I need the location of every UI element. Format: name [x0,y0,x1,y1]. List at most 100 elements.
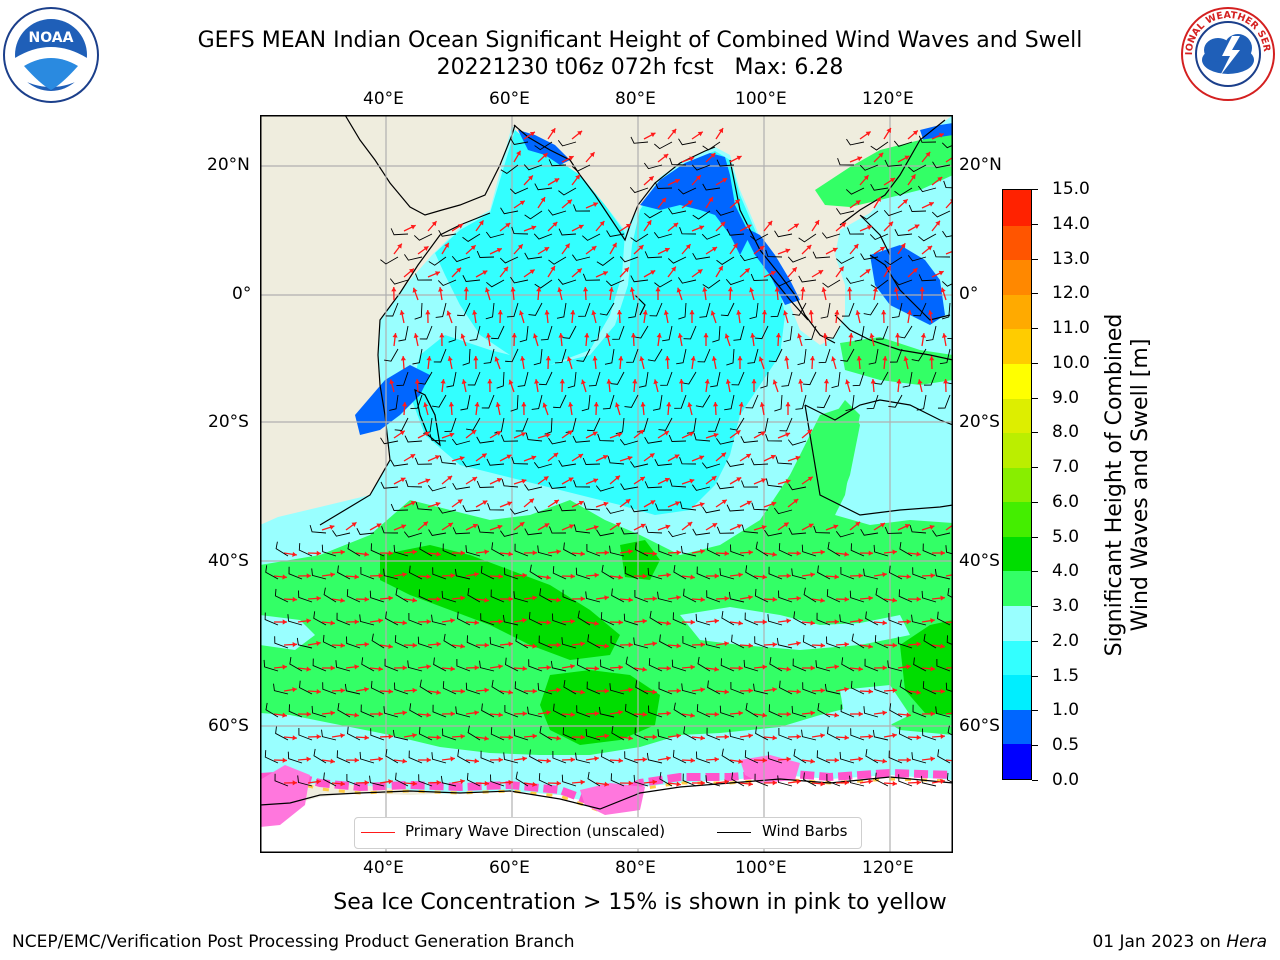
wave-direction-arrowhead [652,779,657,785]
colorbar-segment [1003,536,1031,572]
wave-direction-arrowhead [630,333,637,338]
wave-direction-arrowhead [772,596,777,603]
wave-direction-arrowhead [892,597,897,603]
wind-barb [515,417,529,432]
wind-barb [513,591,529,603]
wave-direction-arrowhead [646,220,652,226]
wind-barb [852,371,865,387]
wind-barb [404,254,423,261]
wave-direction-arrowhead [316,640,321,647]
colorbar-tick-mark [1032,571,1038,573]
wave-direction-arrowhead [568,155,574,161]
wave-direction-arrowhead [425,310,431,315]
wind-barb [920,775,937,787]
wind-barb [361,657,375,672]
wave-direction-arrowhead [516,150,521,156]
wind-barb [503,752,519,764]
wave-direction-arrowhead [666,665,671,671]
wave-direction-arrowhead [316,734,321,740]
wind-barb [677,187,697,195]
wind-barb [899,542,913,557]
wave-direction-arrowhead [699,502,705,508]
colorbar-tick-label: 13.0 [1052,248,1090,269]
wind-barb [452,527,471,535]
wind-barb [573,204,591,212]
wind-barb [527,706,543,718]
colorbar-tick-mark [1032,675,1038,677]
wave-direction-arrowhead [895,333,901,338]
wind-barb [773,507,793,515]
wind-barb [419,679,433,695]
wind-barb [816,750,831,764]
wind-barb [916,394,927,411]
wave-direction-arrowhead [544,310,550,315]
wave-direction-arrowhead [511,333,517,338]
wave-direction-arrowhead [700,687,705,693]
wind-barb [768,348,783,363]
wind-barb [696,566,711,580]
wave-direction-arrowhead [745,453,751,459]
wave-direction-arrowhead [906,310,912,315]
footer-date-text: 01 Jan 2023 on [1092,932,1227,952]
wind-barb [827,541,841,557]
wind-barb [693,432,711,442]
wind-barb [633,774,649,787]
wind-barb [539,725,553,741]
wind-barb [754,773,769,787]
wind-barb [803,772,817,787]
wave-direction-arrowhead [676,595,681,601]
wave-direction-arrowhead [900,243,906,249]
wind-barb [695,394,711,408]
wind-barb [630,505,649,513]
wind-barb [442,681,457,695]
wave-direction-arrowhead [580,779,585,785]
wave-direction-arrowhead [589,152,595,158]
wave-direction-arrowhead [439,333,445,338]
wave-direction-arrowhead [484,287,490,293]
wind-barb [606,230,625,237]
wave-direction-arrowhead [700,780,705,786]
wave-direction-arrowhead [649,453,655,458]
wave-direction-arrowhead [570,618,575,624]
wave-direction-arrowhead [796,595,801,601]
wave-direction-arrowhead [282,712,287,718]
wave-direction-arrowhead [617,432,623,438]
wind-barb [565,417,577,433]
colorbar-segment [1003,743,1031,779]
wind-barb [265,565,279,580]
wind-barb [720,658,735,672]
colorbar-tick-mark [1032,397,1038,399]
wind-barb [658,544,673,557]
wave-direction-arrowhead [666,572,671,578]
wind-barb [849,590,865,603]
wave-direction-arrowhead [550,265,555,271]
lon-label-top-60e: 60°E [489,89,530,109]
wind-barb [442,728,457,741]
wind-barb [583,502,601,511]
wave-direction-arrowhead [642,618,647,624]
wave-direction-arrowhead [628,597,633,603]
wind-barb [575,752,591,764]
wind-barb [932,161,951,169]
wind-barb [538,635,553,649]
wave-direction-arrowhead [867,225,872,230]
colorbar-tick-mark [1032,606,1038,608]
wind-barb [369,590,385,603]
wave-direction-arrowhead [783,522,789,528]
wind-barb [585,728,601,741]
wind-barb [380,256,399,265]
wave-direction-arrowhead [700,548,705,555]
wave-direction-arrowhead [402,620,407,626]
wave-direction-arrowhead [746,500,752,506]
wind-barb [313,611,327,626]
wind-barb [490,589,505,603]
wave-direction-arrowhead [402,402,408,407]
wave-direction-arrowhead [436,734,441,741]
wave-direction-arrowhead [378,666,383,672]
wind-barb [418,589,433,603]
wind-barb [787,256,807,263]
colorbar-tick-label: 3.0 [1052,596,1080,617]
lat-label-right-20s: 20°S [959,412,1000,432]
wave-direction-arrowhead [474,710,479,716]
wind-barb [466,635,481,649]
